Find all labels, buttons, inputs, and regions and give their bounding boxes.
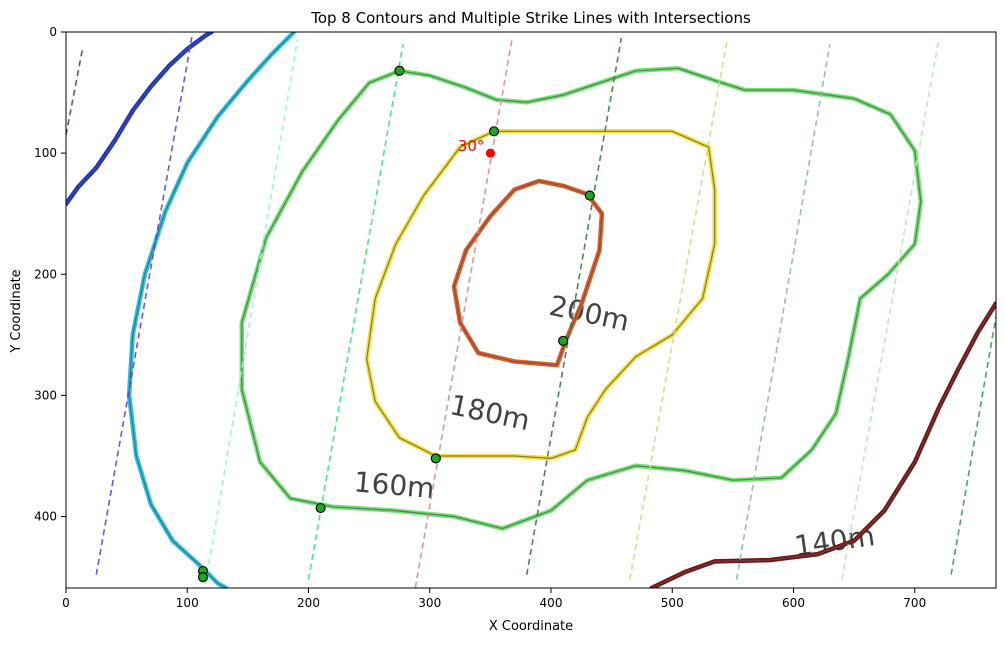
map-label-1: 180m xyxy=(447,388,533,437)
intersection-point-2 xyxy=(584,190,595,201)
x-tick-label-7: 700 xyxy=(903,596,926,610)
x-tick-label-2: 200 xyxy=(297,596,320,610)
intersection-point-0 xyxy=(394,65,405,76)
contour-line-1 xyxy=(126,32,297,588)
intersection-point-5 xyxy=(315,502,326,514)
y-axis-label: Y Coordinate xyxy=(9,269,24,353)
intersection-point-1 xyxy=(488,126,500,137)
x-tick-label-6: 600 xyxy=(782,596,805,610)
contour-core-1 xyxy=(128,32,295,588)
map-label-2: 160m xyxy=(353,465,436,505)
y-tick-label-0: 0 xyxy=(49,25,57,39)
intersection-point-7 xyxy=(197,571,209,583)
contour-core-4 xyxy=(453,180,603,366)
strike-line-6 xyxy=(629,41,728,580)
strike-line-8 xyxy=(841,37,940,580)
x-tick-label-0: 0 xyxy=(62,596,70,610)
x-tick-label-3: 300 xyxy=(418,596,441,610)
x-tick-label-4: 400 xyxy=(540,596,563,610)
contour-line-0 xyxy=(66,32,214,207)
intersection-point-4 xyxy=(430,453,441,464)
x-tick-label-1: 100 xyxy=(176,596,199,610)
map-label-0: 200m xyxy=(546,289,632,338)
reference-angle-label: 30° xyxy=(458,137,485,155)
y-tick-label-2: 200 xyxy=(34,267,57,281)
strike-line-2 xyxy=(204,39,299,585)
strike-line-4 xyxy=(414,37,513,588)
y-tick-label-1: 100 xyxy=(34,146,57,160)
y-tick-label-4: 400 xyxy=(34,510,57,524)
x-tick-label-5: 500 xyxy=(661,596,684,610)
x-axis-label: X Coordinate xyxy=(489,619,573,634)
strike-line-0 xyxy=(66,46,84,136)
strike-line-7 xyxy=(735,43,831,580)
strike-line-9 xyxy=(950,316,996,575)
y-tick-label-3: 300 xyxy=(34,388,57,402)
intersection-point-3 xyxy=(558,335,569,346)
strike-line-5 xyxy=(525,37,623,575)
contour-core-0 xyxy=(66,32,212,205)
strike-line-3 xyxy=(307,43,404,580)
contour-line-4 xyxy=(451,178,605,368)
contour-core-5 xyxy=(651,302,996,588)
strike-line-1 xyxy=(95,35,193,575)
contour-core-3 xyxy=(366,130,716,459)
contour-core-2 xyxy=(241,67,922,530)
plot-frame xyxy=(65,31,997,589)
reference-point xyxy=(485,148,495,158)
chart-title: Top 8 Contours and Multiple Strike Lines… xyxy=(310,9,751,27)
